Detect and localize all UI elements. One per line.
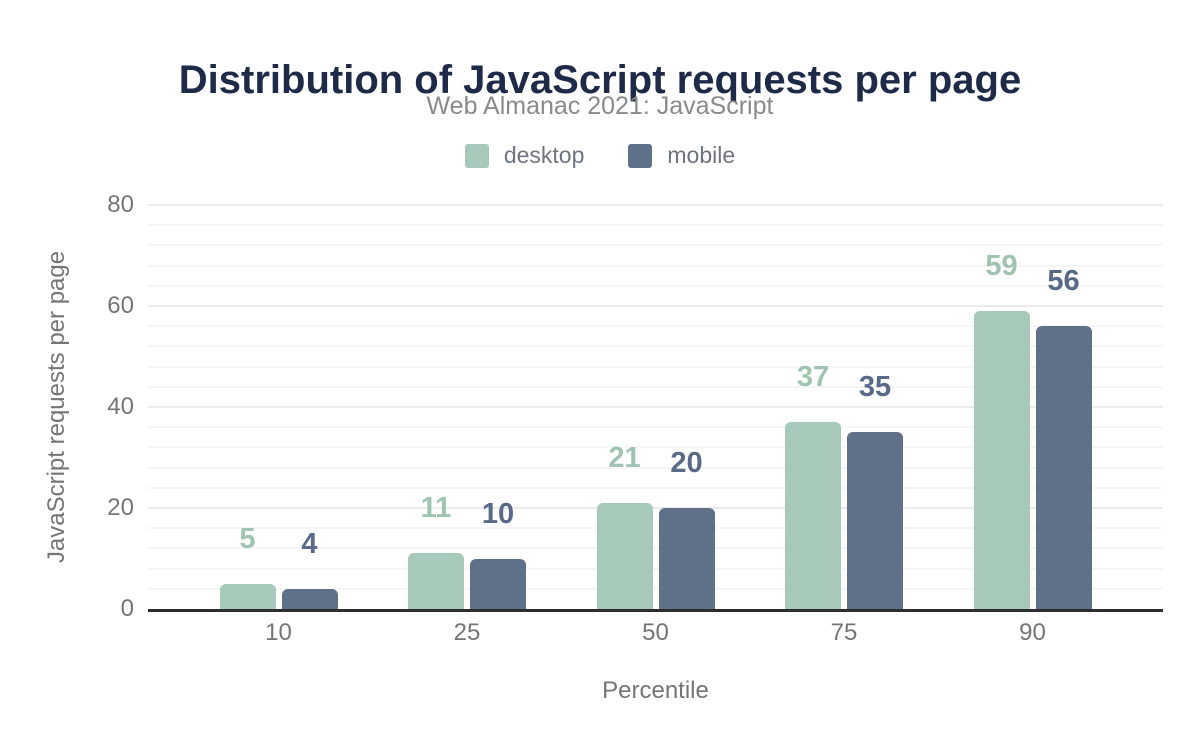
x-tick-label: 10 [265,619,292,646]
value-label-desktop: 59 [985,250,1018,283]
value-label-mobile: 20 [670,447,703,479]
value-label-desktop: 21 [608,441,641,474]
bar-mobile [470,558,526,609]
y-tick-label: 40 [107,393,134,420]
grid-line-minor [148,527,1163,530]
x-tick-label: 25 [453,619,481,646]
x-tick-label: 50 [642,619,669,646]
value-label-desktop: 11 [420,492,452,525]
y-tick-label: 60 [107,292,134,319]
grid-line-minor [148,446,1163,449]
grid-line-major [148,204,1163,206]
grid-line-minor [148,365,1163,368]
x-tick-label: 90 [1019,619,1046,646]
grid-line-minor [148,567,1163,570]
value-label-desktop: 37 [796,361,830,394]
bar-mobile [1035,326,1092,609]
bar-desktop [596,502,653,609]
grid-line-major [148,406,1163,408]
value-label-mobile: 10 [481,497,515,530]
x-tick-label: 75 [830,619,858,646]
chart-title: Distribution of JavaScript requests per … [178,57,1022,102]
legend-item-desktop: desktop [464,142,585,169]
legend-swatch-desktop [464,143,489,168]
bar-desktop [785,422,841,609]
bar-mobile [658,508,715,609]
value-label-mobile: 56 [1047,265,1080,298]
bar-mobile [281,588,338,609]
legend: desktop mobile [0,142,1200,169]
grid-line-minor [148,284,1163,287]
bar-desktop [219,583,276,609]
grid-line-minor [148,325,1163,328]
grid-line-minor [148,244,1163,247]
bar-desktop [408,553,464,609]
grid-line-minor [148,345,1163,348]
chart-subtitle: Web Almanac 2021: JavaScript [426,92,774,120]
plot-area: 5 4 11 10 21 20 37 35 59 56 [148,204,1163,612]
y-tick-label: 0 [120,595,134,622]
grid-line-minor [148,466,1163,469]
bar-desktop [973,311,1030,609]
grid-line-minor [148,426,1163,429]
grid-line-minor [148,224,1163,227]
y-tick-label: 20 [107,494,134,521]
grid-line-minor [148,547,1163,550]
legend-item-mobile: mobile [628,142,735,169]
grid-line-minor [148,486,1163,489]
grid-line-major [148,305,1163,307]
x-axis-title: Percentile [602,677,709,704]
y-tick-label: 80 [107,191,134,218]
value-label-mobile: 35 [858,371,892,404]
legend-swatch-mobile [628,143,653,168]
legend-label: mobile [667,142,736,168]
value-label-desktop: 5 [239,522,256,555]
value-label-mobile: 4 [301,527,318,560]
grid-line-minor [148,264,1163,267]
legend-label: desktop [503,142,585,168]
grid-line-minor [148,385,1163,388]
grid-line-minor [148,587,1163,590]
grid-line-major [148,507,1163,509]
bar-mobile [847,432,903,609]
